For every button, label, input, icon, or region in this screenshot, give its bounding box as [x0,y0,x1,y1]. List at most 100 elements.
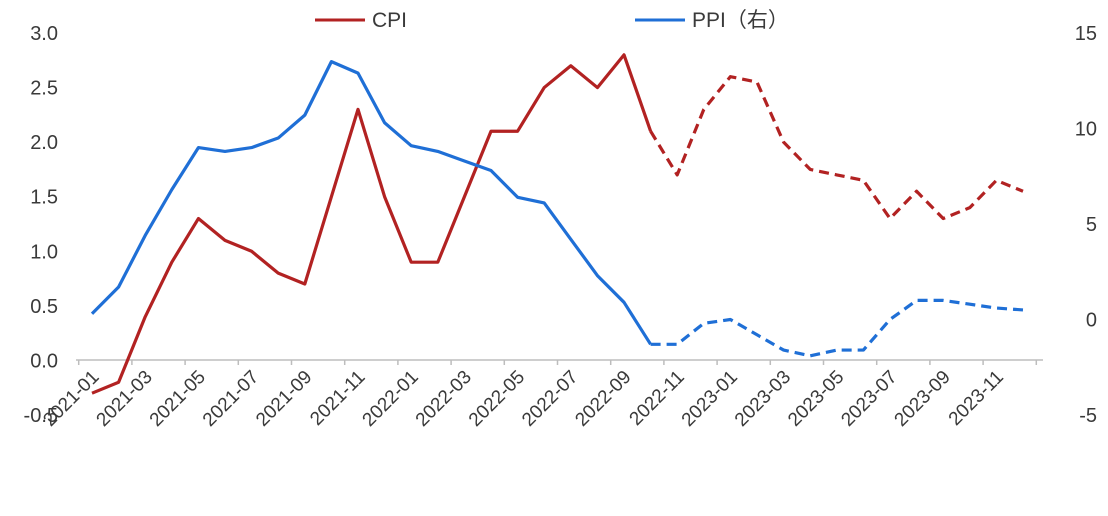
cpi-point [808,167,812,171]
cpi-point [702,107,706,111]
ppi-point [356,71,360,75]
ppi-point [569,237,573,241]
x-tick-label: 2023-09 [891,367,955,431]
ppi-point [303,113,307,117]
cpi-point [356,107,360,111]
cpi-point [968,206,972,210]
legend-label-ppi: PPI（右） [692,9,789,32]
y2-tick-label: 5 [1086,214,1097,236]
ppi-point [675,342,679,346]
ppi-point [968,302,972,306]
ppi-line-actual [90,60,652,346]
y-tick-label: 0.0 [30,350,58,372]
cpi-point [117,380,121,384]
cpi-point [649,129,653,133]
ppi-point [835,348,839,352]
x-axis-ticks [77,360,1038,365]
x-tick-label: 2023-11 [945,367,1008,430]
x-tick-label: 2022-01 [359,367,423,431]
cpi-point [941,217,945,221]
ppi-point [276,136,280,140]
ppi-point [383,121,387,125]
cpi-point [782,140,786,144]
ppi-point [941,298,945,302]
right-y-axis-labels: 15 10 5 0 -5 [1075,23,1097,427]
y2-tick-label: 15 [1075,23,1097,45]
ppi-point [702,321,706,325]
cpi-point [196,217,200,221]
cpi-point [542,86,546,90]
ppi-point [223,149,227,153]
y-tick-label: 1.5 [30,187,58,209]
ppi-point [516,195,520,199]
cpi-point [888,217,892,221]
x-tick-label: 2021-05 [146,367,210,431]
ppi-point [117,285,121,289]
ppi-point [808,354,812,358]
ppi-point [143,233,147,237]
ppi-point [409,144,413,148]
cpi-point [835,173,839,177]
cpi-point [569,64,573,68]
cpi-point [915,189,919,193]
cpi-point [1021,189,1025,193]
x-tick-label: 2023-07 [837,367,901,431]
cpi-point [436,260,440,264]
y-tick-label: 1.0 [30,241,58,263]
ppi-point [489,169,493,173]
cpi-point [276,271,280,275]
ppi-point [170,188,174,192]
cpi-point [462,195,466,199]
cpi-point [728,75,732,79]
x-tick-label: 2022-09 [571,367,635,431]
cpi-point [994,178,998,182]
y2-tick-label: -5 [1079,405,1097,427]
x-tick-label: 2021-07 [199,367,263,431]
ppi-point [888,318,892,322]
y2-tick-label: 0 [1086,310,1097,332]
ppi-point [462,159,466,163]
ppi-point [595,274,599,278]
y-tick-label: 0.5 [30,296,58,318]
y-tick-label: -0.5 [24,405,58,427]
cpi-point [170,260,174,264]
ppi-line-forecast [650,298,1024,358]
y2-tick-label: 10 [1075,119,1097,141]
x-axis-labels: 2021-012021-032021-052021-072021-092021-… [39,367,1008,431]
x-tick-label: 2023-03 [731,367,795,431]
cpi-point [755,80,759,84]
left-y-axis-labels: 3.0 2.5 2.0 1.5 1.0 0.5 0.0 -0.5 [24,23,58,427]
cpi-point [223,238,227,242]
x-tick-label: 2023-05 [784,367,848,431]
x-tick-label: 2022-03 [412,367,476,431]
cpi-point [329,195,333,199]
cpi-point [383,195,387,199]
y-tick-label: 3.0 [30,23,58,45]
y-tick-label: 2.0 [30,132,58,154]
cpi-point [303,282,307,286]
x-tick-label: 2021-11 [306,367,369,430]
cpi-point [409,260,413,264]
x-tick-label: 2022-11 [626,367,689,430]
cpi-line-actual [91,53,653,395]
x-tick-label: 2022-05 [465,367,529,431]
x-tick-label: 2023-01 [678,367,742,431]
y-tick-label: 2.5 [30,78,58,100]
x-tick-label: 2022-07 [518,367,582,431]
x-tick-label: 2021-03 [93,367,157,431]
ppi-point [436,149,440,153]
cpi-point [516,129,520,133]
ppi-point [329,60,333,64]
ppi-point [782,348,786,352]
cpi-point [861,178,865,182]
ppi-point [649,342,653,346]
ppi-point [861,348,865,352]
cpi-point [90,391,94,395]
x-tick-label: 2021-09 [252,367,316,431]
ppi-point [250,146,254,150]
ppi-point [196,146,200,150]
ppi-point [755,333,759,337]
cpi-point [622,53,626,57]
ppi-point [915,298,919,302]
